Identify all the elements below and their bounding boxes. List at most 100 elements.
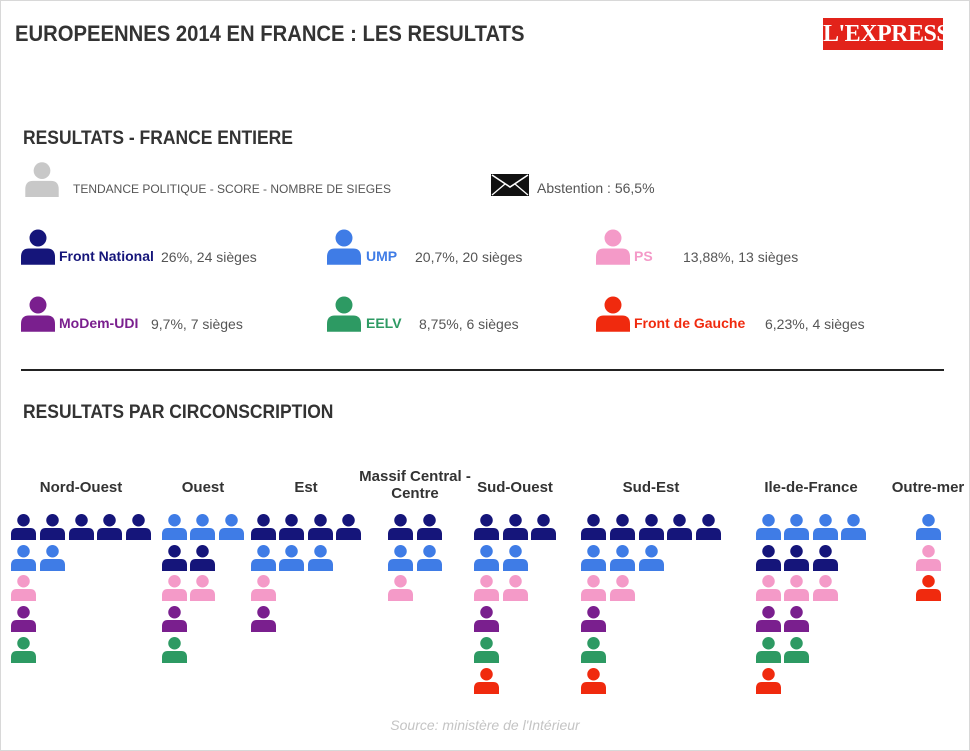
- seat-icon-modem: [11, 605, 36, 632]
- seat-icon-modem: [251, 605, 276, 632]
- seat-icon-fn: [11, 513, 36, 540]
- legend-name-modem: MoDem-UDI: [59, 315, 139, 331]
- seat-icon-ump: [784, 513, 809, 540]
- legend-name-eelv: EELV: [366, 315, 402, 331]
- seat-icon-ps: [813, 574, 838, 601]
- seat-icon-ps: [581, 574, 606, 601]
- region-label: Sud-Ouest: [477, 479, 553, 496]
- legend-icon-ump: [327, 228, 361, 265]
- legend-person-icon: [25, 161, 59, 197]
- seat-icon-ps: [916, 544, 941, 571]
- legend-score-ump: 20,7%, 20 sièges: [415, 249, 523, 265]
- seat-icon-ump: [503, 544, 528, 571]
- seat-icon-ump: [756, 513, 781, 540]
- seat-icon-ps: [784, 574, 809, 601]
- section-title-circonscription: RESULTATS PAR CIRCONSCRIPTION: [23, 402, 334, 423]
- legend-name-ump: UMP: [366, 248, 398, 264]
- legend-score-ps: 13,88%, 13 sièges: [683, 249, 799, 265]
- seat-icon-ump: [841, 513, 866, 540]
- seat-icon-fn: [610, 513, 635, 540]
- seat-icon-ps: [756, 574, 781, 601]
- seat-icon-fg: [916, 574, 941, 601]
- legend-name-fn: Front National: [59, 248, 154, 264]
- legend-caption: TENDANCE POLITIQUE - SCORE - NOMBRE DE S…: [73, 182, 392, 196]
- seat-icon-eelv: [756, 636, 781, 663]
- seat-icon-ps: [388, 574, 413, 601]
- seat-icon-eelv: [784, 636, 809, 663]
- seat-icon-fn: [336, 513, 361, 540]
- region-label: Ile-de-France: [764, 479, 858, 496]
- legend-score-fg: 6,23%, 4 sièges: [765, 316, 865, 332]
- region-label: Outre-mer: [891, 479, 965, 496]
- seat-icon-fn: [784, 544, 809, 571]
- express-logo: L'EXPRESS: [823, 18, 950, 50]
- seat-icon-ump: [639, 544, 664, 571]
- seat-icon-ump: [581, 544, 606, 571]
- seat-icon-fn: [97, 513, 122, 540]
- seat-icon-fn: [667, 513, 692, 540]
- region-label: Massif Central - Centre: [359, 468, 471, 502]
- region-label: Ouest: [181, 479, 225, 496]
- seat-icon-modem: [474, 605, 499, 632]
- seat-icon-ps: [162, 574, 187, 601]
- seat-icon-fn: [639, 513, 664, 540]
- seat-icon-fn: [696, 513, 721, 540]
- seat-icon-fn: [756, 544, 781, 571]
- seat-icon-ump: [279, 544, 304, 571]
- seat-icon-ump: [251, 544, 276, 571]
- seat-icon-ps: [11, 574, 36, 601]
- seat-icon-modem: [581, 605, 606, 632]
- seat-icon-modem: [756, 605, 781, 632]
- legend-icon-fg: [596, 295, 630, 332]
- seat-icon-fn: [503, 513, 528, 540]
- legend-score-eelv: 8,75%, 6 sièges: [419, 316, 519, 332]
- seat-icon-ump: [916, 513, 941, 540]
- seat-icon-fn: [69, 513, 94, 540]
- region-label: Est: [294, 479, 318, 496]
- seat-icon-eelv: [474, 636, 499, 663]
- page-title: EUROPEENNES 2014 EN FRANCE : LES RESULTA…: [15, 21, 525, 46]
- seat-icon-fn: [474, 513, 499, 540]
- legend-score-fn: 26%, 24 sièges: [161, 249, 257, 265]
- seat-icon-ump: [417, 544, 442, 571]
- seat-icon-ump: [219, 513, 244, 540]
- seat-icon-ump: [190, 513, 215, 540]
- seat-icon-fn: [162, 544, 187, 571]
- source-note: Source: ministère de l'Intérieur: [390, 717, 580, 733]
- seat-icon-ump: [11, 544, 36, 571]
- seat-icon-ps: [503, 574, 528, 601]
- seat-icon-fn: [308, 513, 333, 540]
- abstention-label: Abstention : 56,5%: [537, 180, 655, 196]
- seat-icon-eelv: [11, 636, 36, 663]
- seat-icon-eelv: [581, 636, 606, 663]
- legend-name-fg: Front de Gauche: [634, 315, 746, 331]
- seat-icon-fg: [756, 667, 781, 694]
- legend-icon-fn: [21, 228, 55, 265]
- seat-icon-fg: [581, 667, 606, 694]
- region-label: Nord-Ouest: [39, 479, 123, 496]
- seat-icon-ps: [251, 574, 276, 601]
- seat-icon-fn: [126, 513, 151, 540]
- seat-icon-ps: [474, 574, 499, 601]
- seat-icon-fn: [417, 513, 442, 540]
- seat-icon-fg: [474, 667, 499, 694]
- section-title-france: RESULTATS - FRANCE ENTIERE: [23, 128, 293, 149]
- seat-icon-modem: [784, 605, 809, 632]
- envelope-icon: [491, 174, 529, 196]
- seat-icon-fn: [388, 513, 413, 540]
- seat-icon-modem: [162, 605, 187, 632]
- seat-icon-fn: [190, 544, 215, 571]
- legend-name-ps: PS: [634, 248, 653, 264]
- seat-icon-ump: [308, 544, 333, 571]
- region-label: Sud-Est: [622, 479, 680, 496]
- legend-icon-ps: [596, 228, 630, 265]
- seat-icon-ump: [813, 513, 838, 540]
- legend-icon-eelv: [327, 295, 361, 332]
- seat-icon-ump: [388, 544, 413, 571]
- seat-icon-fn: [251, 513, 276, 540]
- seat-icon-fn: [581, 513, 606, 540]
- seat-icon-ump: [474, 544, 499, 571]
- seat-icon-ps: [190, 574, 215, 601]
- seat-icon-fn: [531, 513, 556, 540]
